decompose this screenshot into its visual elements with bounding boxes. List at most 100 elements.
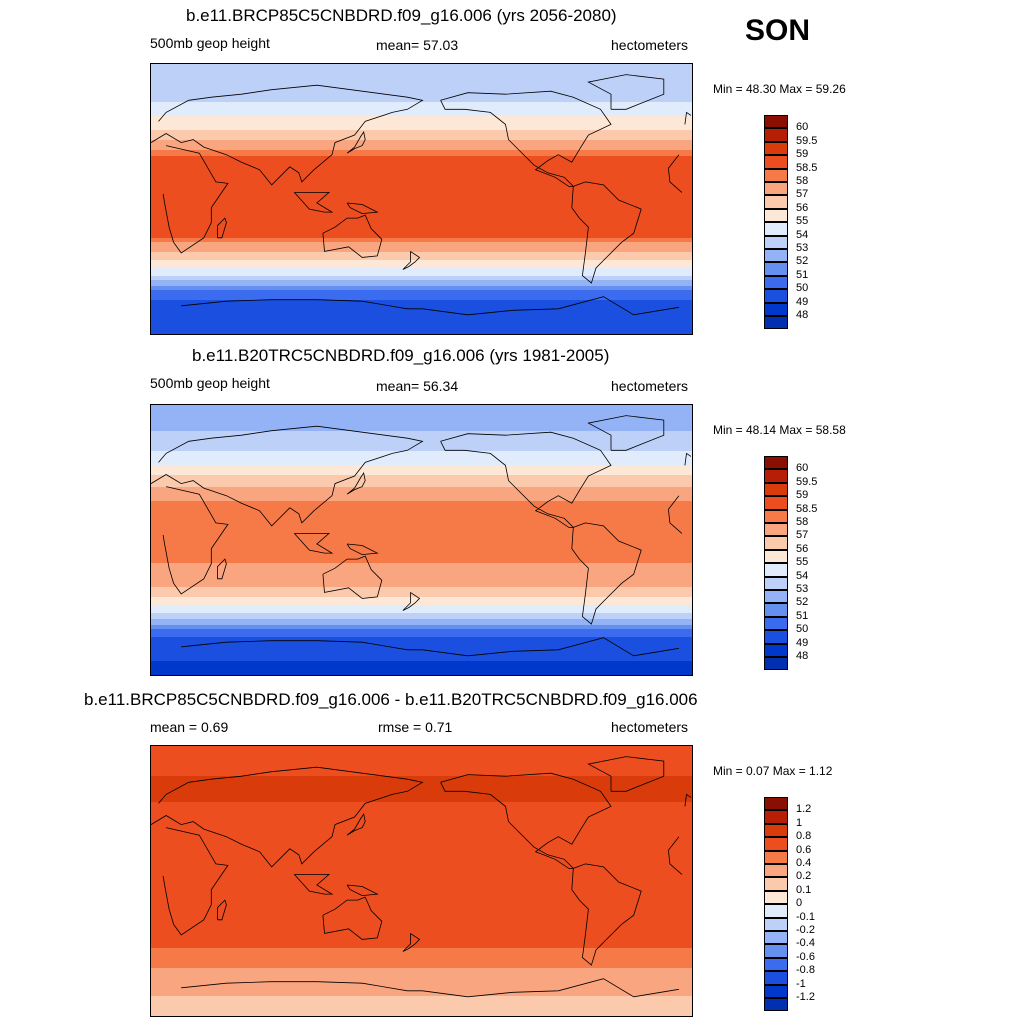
contour-band [151, 407, 692, 410]
contour-band [151, 868, 692, 871]
contour-band [151, 184, 692, 187]
contour-band [151, 330, 692, 333]
colorbar-box [764, 957, 788, 972]
colorbar-label: 49 [796, 636, 809, 649]
contour-band [151, 292, 692, 295]
coastline [571, 522, 642, 625]
contour-band [151, 282, 692, 285]
contour-band [151, 485, 692, 488]
contour-band [151, 290, 692, 293]
contour-band [151, 914, 692, 917]
contour-band [151, 130, 692, 133]
contour-band [151, 621, 692, 624]
contour-band [151, 768, 692, 771]
colorbar-label: 58.5 [796, 161, 818, 174]
contour-band [151, 182, 692, 185]
contour-band [151, 930, 692, 933]
contour-band [151, 631, 692, 634]
colorbar-label: 59 [796, 489, 809, 502]
contour-band [151, 236, 692, 239]
coastline [162, 486, 683, 595]
contour-band [151, 814, 692, 817]
contour-band [151, 904, 692, 907]
contour-band [151, 619, 692, 622]
contour-band [151, 894, 692, 897]
coastline [294, 533, 334, 554]
contour-band [151, 453, 692, 456]
colorbar-label: 48 [796, 309, 809, 321]
contour-band [151, 888, 692, 891]
contour-band [151, 671, 692, 674]
colorbar-label: 53 [796, 583, 809, 595]
contour-band [151, 778, 692, 781]
contour-band [151, 790, 692, 793]
contour-band [151, 924, 692, 927]
contour-band [151, 563, 692, 566]
colorbar-box [764, 208, 788, 223]
contour-band [151, 950, 692, 953]
contour-band [151, 581, 692, 584]
contour-band [151, 1002, 692, 1005]
contour-band [151, 320, 692, 323]
contour-band [151, 308, 692, 311]
contour-band [151, 1016, 693, 1017]
contour-band [151, 978, 692, 981]
contour-band [151, 515, 692, 518]
coastline [181, 296, 679, 316]
colorbar-box [764, 262, 788, 276]
colorbar-box [764, 275, 788, 290]
contour-band [151, 132, 692, 135]
contour-band [151, 842, 692, 845]
contour-band [151, 82, 692, 85]
colorbar-label: 1 [796, 816, 803, 829]
contour-band [151, 168, 692, 171]
coastline [217, 899, 227, 921]
contour-band [151, 535, 692, 538]
contour-band [151, 455, 692, 458]
coastline [402, 592, 421, 611]
contour-band [151, 990, 692, 993]
coastline [440, 90, 612, 187]
contour-band [151, 860, 692, 863]
contour-band [151, 445, 692, 448]
contour-band [151, 519, 692, 522]
contour-band [151, 76, 692, 79]
contour-band [151, 501, 692, 504]
contour-band [151, 142, 692, 145]
colorbar-label: 0.6 [796, 843, 812, 856]
colorbar-box [764, 563, 788, 577]
contour-band [151, 585, 692, 588]
contour-band [151, 266, 692, 269]
contour-band [151, 557, 692, 560]
colorbar-label: -0.1 [796, 910, 815, 923]
contour-band [151, 794, 692, 797]
colorbar-label: 54 [796, 569, 809, 582]
colorbar-label: 59.5 [796, 134, 818, 147]
contour-band [151, 232, 692, 235]
contour-band [151, 413, 692, 416]
contour-band [151, 575, 692, 578]
contour-band [151, 461, 692, 464]
contour-band [151, 637, 692, 640]
coastline [322, 896, 383, 940]
contour-band [151, 826, 692, 829]
contour-band [151, 932, 692, 935]
contour-band [151, 836, 692, 839]
contour-band [151, 499, 692, 502]
contour-band [151, 984, 692, 987]
contour-band [151, 647, 692, 650]
contour-band [151, 946, 692, 949]
contour-band [151, 122, 692, 125]
contour-band [151, 495, 692, 498]
contour-band [151, 543, 692, 546]
colorbar-box [764, 141, 788, 156]
coastline [587, 756, 665, 792]
contour-band [151, 838, 692, 841]
colorbar-label: -0.8 [796, 964, 815, 977]
contour-band [151, 102, 692, 105]
coastline [217, 217, 227, 239]
contour-band [151, 876, 692, 879]
coastline [322, 555, 383, 599]
contour-band [151, 509, 692, 512]
contour-band [151, 417, 692, 420]
